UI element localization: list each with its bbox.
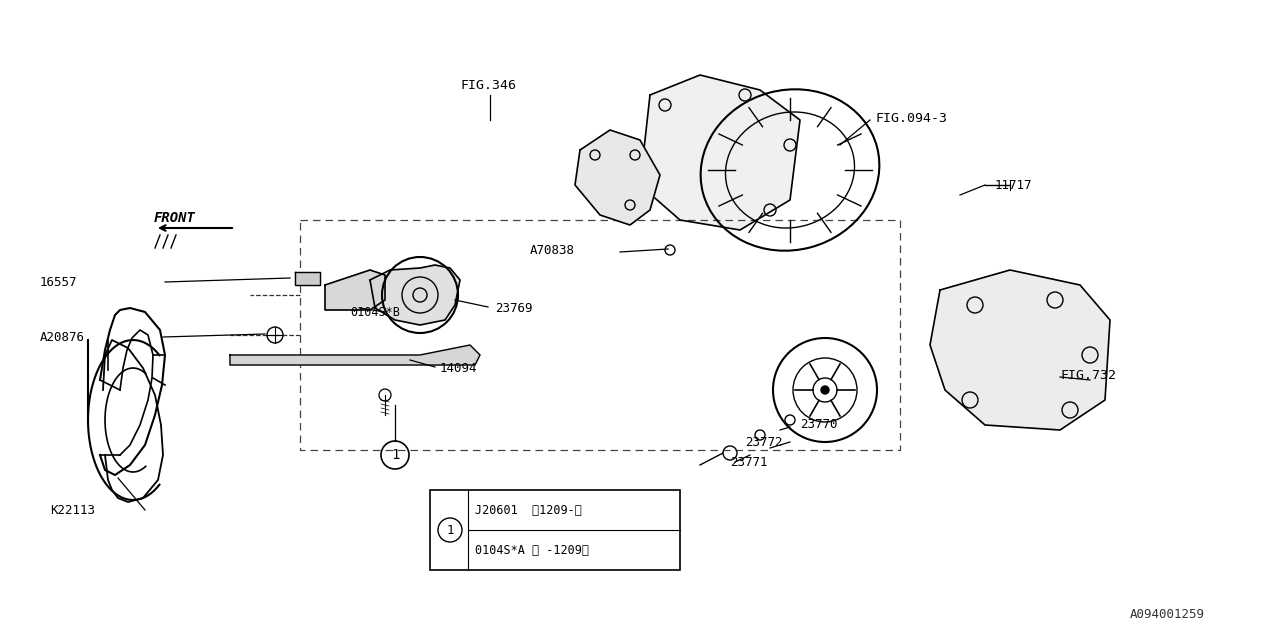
Polygon shape <box>325 270 385 310</box>
Text: 16557: 16557 <box>40 275 78 289</box>
Polygon shape <box>575 130 660 225</box>
Text: 23771: 23771 <box>730 456 768 468</box>
Bar <box>430 490 680 570</box>
Text: 14094: 14094 <box>440 362 477 374</box>
Text: 0104S*A 〈 -1209〉: 0104S*A 〈 -1209〉 <box>475 543 589 557</box>
Text: FRONT: FRONT <box>154 211 196 225</box>
Text: FIG.094-3: FIG.094-3 <box>876 111 947 125</box>
Text: A20876: A20876 <box>40 330 84 344</box>
Text: 23772: 23772 <box>745 436 782 449</box>
Text: 11717: 11717 <box>995 179 1033 191</box>
Text: 1: 1 <box>447 524 453 536</box>
Polygon shape <box>640 75 800 230</box>
Text: 23769: 23769 <box>495 301 532 314</box>
Circle shape <box>820 386 829 394</box>
Polygon shape <box>931 270 1110 430</box>
Text: FIG.732: FIG.732 <box>1060 369 1116 381</box>
Polygon shape <box>230 345 480 365</box>
Text: 0104S*B: 0104S*B <box>349 305 399 319</box>
Text: A70838: A70838 <box>530 243 575 257</box>
Polygon shape <box>294 272 320 285</box>
Text: 1: 1 <box>390 448 399 462</box>
Text: K22113: K22113 <box>50 504 95 516</box>
Text: FIG.346: FIG.346 <box>460 79 516 92</box>
Polygon shape <box>370 265 460 325</box>
Text: A094001259: A094001259 <box>1130 609 1204 621</box>
Text: 23770: 23770 <box>800 419 837 431</box>
Text: J20601  〈1209-〉: J20601 〈1209-〉 <box>475 504 582 516</box>
